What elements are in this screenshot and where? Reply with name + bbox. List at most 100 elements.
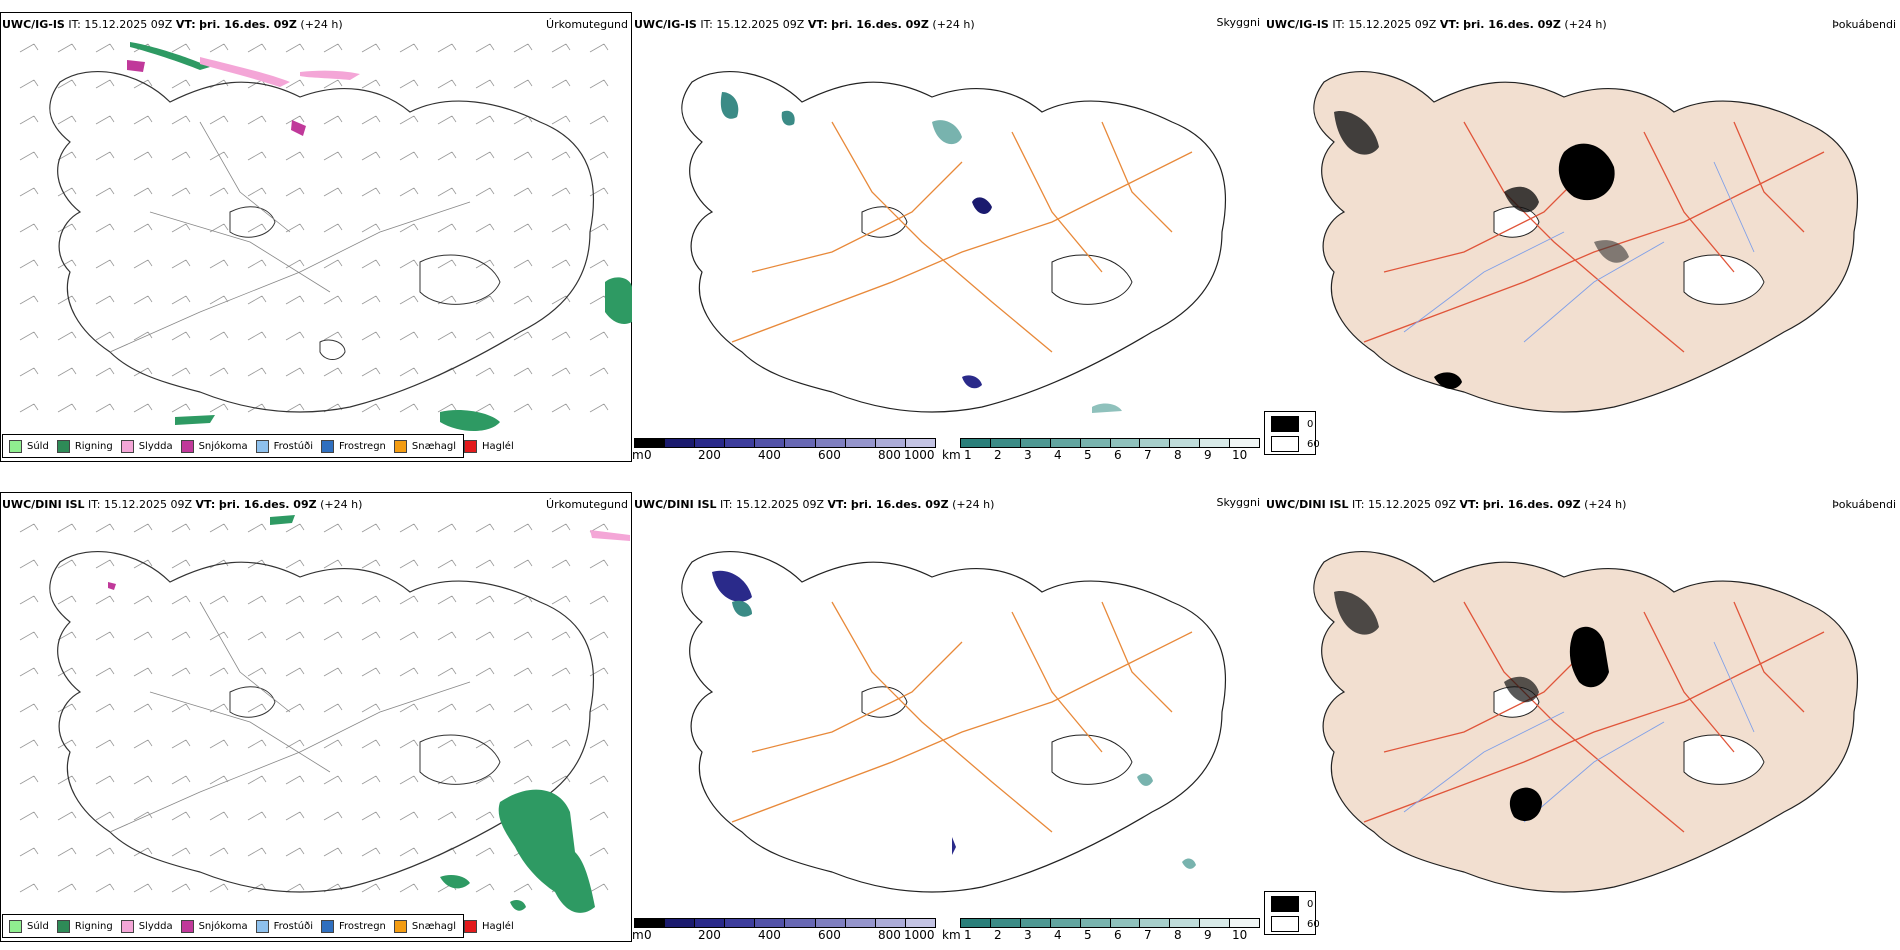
precip-legend-label: Snæhagl	[411, 920, 457, 932]
precip-legend-swatch	[180, 439, 194, 453]
precip-legend-label: Slydda	[138, 920, 173, 932]
precip-legend-item: Súld	[9, 439, 49, 453]
colorbar-segment	[635, 919, 666, 927]
init-time: IT: 15.12.2025 09Z	[720, 498, 825, 511]
precip-legend-swatch	[393, 439, 407, 453]
precip-legend-label: Haglél	[482, 920, 514, 932]
visibility-tick: 9	[1204, 928, 1212, 942]
fog-panel-2: UWC/DINI ISL IT: 15.12.2025 09Z VT: þri.…	[1264, 492, 1900, 942]
cloudbase-tick: 1000	[904, 928, 935, 942]
colorbar-segment	[665, 439, 696, 447]
model-name: UWC/IG-IS	[2, 18, 65, 31]
colorbar-segment	[635, 439, 666, 447]
row-2: UWC/DINI ISL IT: 15.12.2025 09Z VT: þri.…	[0, 492, 1900, 950]
precip-legend-swatch	[321, 439, 334, 453]
lead-time: (+24 h)	[1584, 498, 1627, 511]
precip-map-2	[0, 492, 632, 942]
precip-legend-item: Haglél	[464, 919, 514, 933]
visibility-tick: 2	[994, 928, 1002, 942]
valid-time: þri. 16.des. 09Z	[850, 498, 949, 511]
fog-legend-label: 0	[1307, 418, 1314, 430]
precip-panel-2: UWC/DINI ISL IT: 15.12.2025 09Z VT: þri.…	[0, 492, 632, 942]
colorbar-segment	[725, 439, 756, 447]
visibility-map-1	[681, 71, 1227, 413]
precip-legend-label: Rigning	[74, 440, 113, 452]
precip-legend-1: Súld Rigning Slydda Snjókoma Frostúði Frostre…	[2, 434, 514, 458]
init-time: IT: 15.12.2025 09Z	[700, 18, 805, 31]
visibility-tick: 6	[1114, 448, 1122, 462]
fog-swatch	[1271, 436, 1299, 452]
precip-legend-label: Frostregn	[339, 920, 386, 932]
init-time: IT: 15.12.2025 09Z	[1332, 18, 1437, 31]
model-name: UWC/DINI ISL	[1266, 498, 1349, 511]
precip-legend-label: Súld	[27, 920, 49, 932]
colorbar-segment	[785, 439, 816, 447]
precip-title-2: Úrkomutegund	[546, 498, 628, 511]
visibility-tick: 9	[1204, 448, 1212, 462]
precip-legend-label: Súld	[27, 440, 49, 452]
valid-time: þri. 16.des. 09Z	[1463, 18, 1561, 31]
precip-legend-swatch	[56, 919, 70, 933]
precip-legend-label: Frostúði	[273, 440, 313, 452]
fog-legend-label: 60	[1307, 918, 1320, 930]
precip-legend-item: Snjókoma	[180, 919, 248, 933]
visibility-tick: 8	[1174, 928, 1182, 942]
visibility-unit: km	[942, 928, 961, 942]
colorbar-segment	[990, 919, 1021, 927]
colorbar-segment	[755, 439, 786, 447]
precip-legend-swatch	[120, 919, 134, 933]
visibility-tick: 1	[964, 928, 972, 942]
model-name: UWC/IG-IS	[1266, 18, 1329, 31]
visibility-tick: 5	[1084, 448, 1092, 462]
cloudbase-tick: 0	[644, 448, 652, 462]
lead-time: (+24 h)	[320, 498, 363, 511]
colorbar-segment	[1170, 919, 1201, 927]
init-time: IT: 15.12.2025 09Z	[88, 498, 193, 511]
visibility-title-1: Skyggni	[1216, 16, 1260, 29]
colorbar-segment	[1200, 919, 1231, 927]
wind-barbs	[19, 43, 609, 413]
row-1: UWC/IG-IS IT: 15.12.2025 09Z VT: þri. 16…	[0, 0, 1900, 470]
precip-title-1: Úrkomutegund	[546, 18, 628, 31]
colorbar-segment	[1230, 439, 1260, 447]
cloudbase-tick: 600	[818, 448, 841, 462]
precip-legend-item: Rigning	[56, 919, 113, 933]
colorbar-segment	[905, 919, 935, 927]
fog-legend-row: 0	[1271, 896, 1313, 912]
precip-legend-label: Snjókoma	[198, 440, 248, 452]
colorbar-segment	[961, 919, 991, 927]
colorbar-segment	[1050, 439, 1081, 447]
precip-legend-swatch	[120, 439, 134, 453]
visibility-colorbar-2	[960, 918, 1260, 928]
precip-legend-label: Rigning	[74, 920, 113, 932]
init-time: IT: 15.12.2025 09Z	[68, 18, 173, 31]
colorbar-segment	[695, 919, 726, 927]
precip-panel-1: UWC/IG-IS IT: 15.12.2025 09Z VT: þri. 16…	[0, 12, 632, 462]
precip-legend-label: Haglél	[482, 440, 514, 452]
precip-header-2: UWC/DINI ISL IT: 15.12.2025 09Z VT: þri.…	[2, 498, 362, 511]
colorbar-segment	[875, 919, 906, 927]
visibility-tick: 2	[994, 448, 1002, 462]
colorbar-segment	[1140, 919, 1171, 927]
visibility-ticks-1: km 1 2 3 4 5 6 7 8 9 10	[942, 448, 1262, 464]
valid-time: þri. 16.des. 09Z	[831, 18, 929, 31]
fog-legend-label: 60	[1307, 438, 1320, 450]
colorbar-segment	[755, 919, 786, 927]
cloudbase-colorbar-2	[634, 918, 936, 928]
precip-legend-label: Slydda	[138, 440, 173, 452]
fog-panel-1: UWC/IG-IS IT: 15.12.2025 09Z VT: þri. 16…	[1264, 12, 1900, 462]
precip-legend-swatch	[464, 439, 478, 453]
fog-header-1: UWC/IG-IS IT: 15.12.2025 09Z VT: þri. 16…	[1266, 18, 1607, 31]
precip-legend-item: Slydda	[120, 439, 173, 453]
valid-time: þri. 16.des. 09Z	[199, 18, 297, 31]
precip-legend-item: Haglél	[464, 439, 514, 453]
visibility-header-1: UWC/IG-IS IT: 15.12.2025 09Z VT: þri. 16…	[634, 18, 975, 31]
valid-time-label: VT:	[827, 498, 848, 511]
visibility-title-2: Skyggni	[1216, 496, 1260, 509]
fog-swatch	[1271, 416, 1299, 432]
visibility-tick: 10	[1232, 448, 1248, 462]
colorbar-segment	[1230, 919, 1260, 927]
precip-legend-item: Snæhagl	[393, 919, 457, 933]
precip-header-1: UWC/IG-IS IT: 15.12.2025 09Z VT: þri. 16…	[2, 18, 343, 31]
visibility-tick: 10	[1232, 928, 1248, 942]
